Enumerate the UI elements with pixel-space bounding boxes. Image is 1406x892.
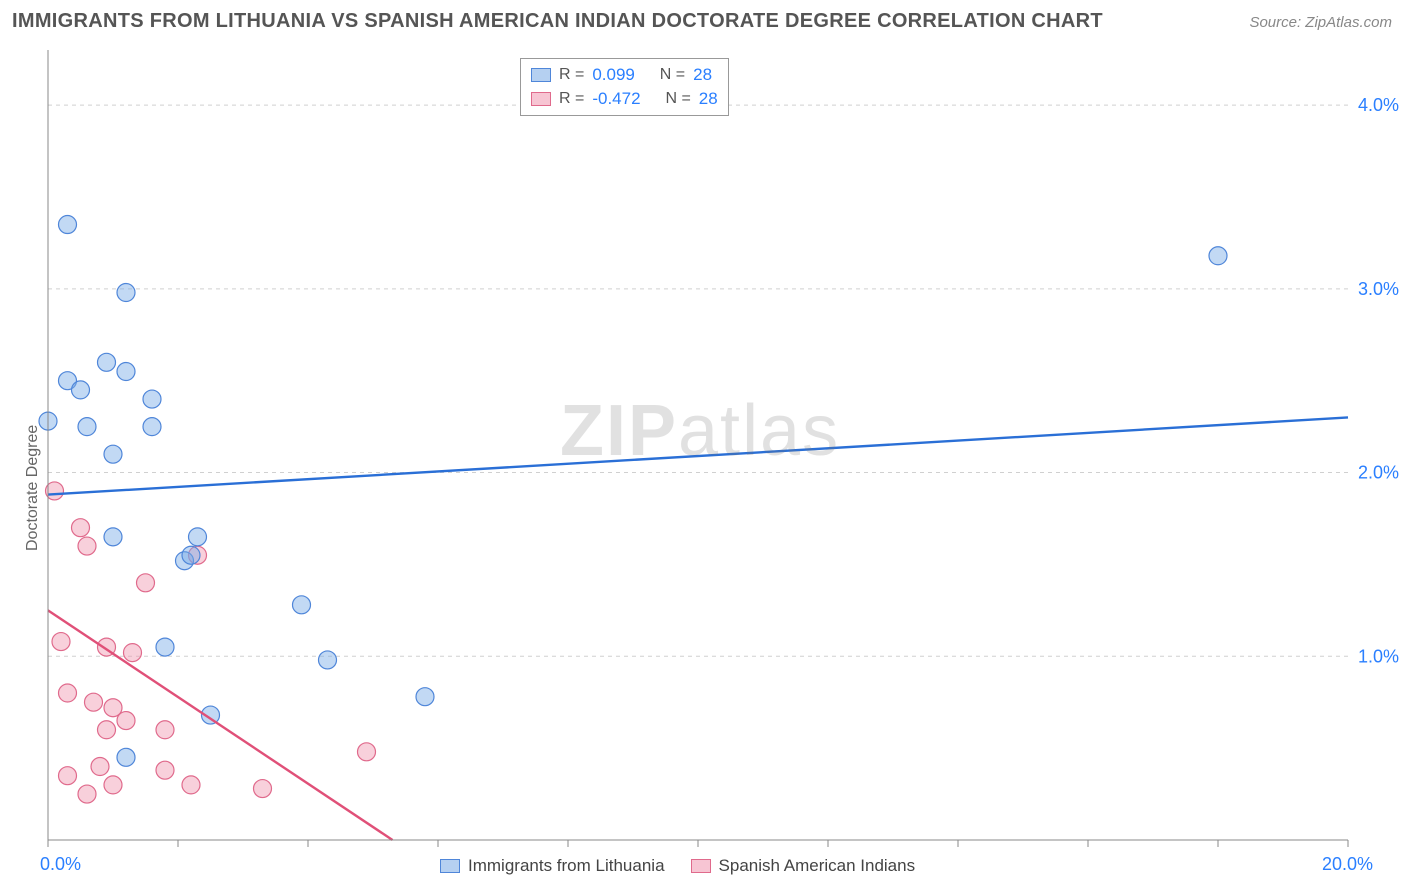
legend-swatch — [531, 92, 551, 106]
r-value: 0.099 — [592, 65, 635, 85]
legend-swatch — [531, 68, 551, 82]
legend-swatch — [691, 859, 711, 873]
legend-row: R = 0.099 N = 28 — [531, 63, 718, 87]
n-value: 28 — [699, 89, 718, 109]
legend-swatch — [440, 859, 460, 873]
x-tick-right: 20.0% — [1322, 854, 1373, 875]
legend-row: R = -0.472 N = 28 — [531, 87, 718, 111]
r-label: R = — [559, 66, 584, 84]
x-tick-left: 0.0% — [40, 854, 81, 875]
n-label: N = — [660, 66, 685, 84]
chart-container: IMMIGRANTS FROM LITHUANIA VS SPANISH AME… — [0, 0, 1406, 892]
svg-text:3.0%: 3.0% — [1358, 279, 1399, 299]
svg-text:1.0%: 1.0% — [1358, 646, 1399, 666]
legend-label: Immigrants from Lithuania — [468, 856, 665, 876]
svg-text:2.0%: 2.0% — [1358, 463, 1399, 483]
watermark: ZIPatlas — [560, 390, 840, 472]
watermark-rest: atlas — [678, 391, 840, 471]
n-label: N = — [665, 90, 690, 108]
correlation-legend: R = 0.099 N =28R =-0.472 N =28 — [520, 58, 729, 116]
r-value: -0.472 — [592, 89, 640, 109]
legend-item: Spanish American Indians — [691, 856, 916, 876]
watermark-bold: ZIP — [560, 391, 678, 471]
series-legend: Immigrants from Lithuania Spanish America… — [440, 856, 915, 876]
r-label: R = — [559, 90, 584, 108]
n-value: 28 — [693, 65, 712, 85]
legend-label: Spanish American Indians — [719, 856, 916, 876]
legend-item: Immigrants from Lithuania — [440, 856, 665, 876]
svg-text:4.0%: 4.0% — [1358, 95, 1399, 115]
